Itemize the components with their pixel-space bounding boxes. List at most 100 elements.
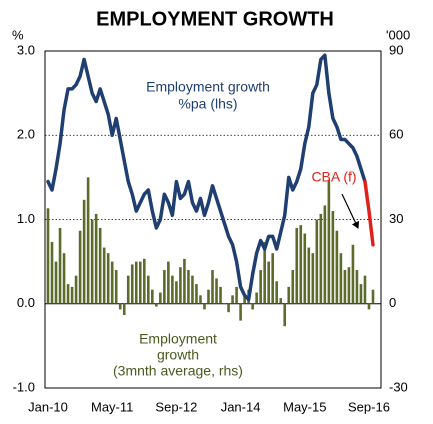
bar	[259, 270, 262, 304]
bar	[151, 289, 154, 304]
bar	[235, 286, 238, 304]
bar	[122, 303, 126, 315]
bar	[343, 270, 347, 304]
line	[363, 179, 375, 247]
bar	[130, 264, 134, 304]
bar	[271, 253, 274, 304]
bar	[303, 233, 307, 304]
annotation-arrow	[341, 193, 360, 229]
y-tick-label: 0.0	[17, 295, 35, 310]
y2-tick-label: 30	[389, 211, 403, 226]
bar	[187, 270, 190, 304]
bar	[86, 177, 90, 304]
bar	[82, 199, 86, 304]
bar	[50, 241, 54, 304]
bar	[110, 261, 114, 304]
bar	[70, 286, 74, 304]
annotation: %pa (lhs)	[178, 96, 237, 112]
bar	[287, 286, 291, 304]
bar	[279, 298, 283, 304]
bar	[98, 227, 102, 304]
bar	[118, 303, 122, 310]
bar	[171, 275, 174, 304]
bar	[283, 303, 287, 327]
annotation: growth	[157, 347, 199, 363]
bar	[359, 284, 363, 304]
x-tick-label: May-11	[91, 399, 133, 414]
bar	[203, 303, 206, 310]
annotation: Employment growth	[146, 79, 270, 95]
annotation: (3mnth average, rhs)	[113, 363, 243, 379]
annotation: CBA (f)	[311, 169, 356, 185]
bar	[147, 275, 150, 304]
bar	[351, 244, 355, 304]
y2-tick-label: 60	[389, 127, 403, 142]
annotation: Employment	[139, 331, 217, 347]
bar	[371, 289, 375, 304]
bar	[295, 227, 299, 304]
y-tick-label: 3.0	[17, 42, 35, 57]
bar	[66, 284, 70, 304]
bar	[167, 261, 170, 304]
x-tick-label: Sep-16	[348, 399, 390, 414]
bar	[195, 284, 198, 304]
chart-title: EMPLOYMENT GROWTH	[96, 8, 334, 30]
bar	[243, 295, 246, 304]
x-tick-label: Jan-10	[28, 399, 68, 414]
bar	[299, 225, 303, 304]
bar	[90, 219, 94, 304]
bar	[175, 281, 178, 304]
bar	[311, 253, 315, 304]
bar	[179, 267, 182, 304]
bar	[54, 261, 58, 304]
bar	[335, 230, 339, 304]
bar	[223, 303, 226, 305]
plot-frame	[44, 50, 382, 389]
bar	[211, 270, 214, 304]
bar	[191, 275, 194, 304]
bar	[291, 270, 295, 304]
bar	[163, 270, 166, 304]
bar	[227, 303, 230, 313]
bar	[207, 289, 210, 304]
bar	[138, 261, 142, 304]
bar	[323, 205, 327, 304]
bar	[263, 241, 266, 304]
x-tick-label: Jan-14	[221, 399, 261, 414]
bar	[355, 270, 359, 304]
bar	[134, 261, 138, 304]
y-tick-label: 1.0	[17, 211, 35, 226]
bar	[94, 213, 98, 304]
bar	[239, 303, 242, 321]
bar	[159, 292, 162, 304]
x-tick-label: May-15	[283, 399, 326, 414]
bar	[78, 230, 82, 304]
bar	[219, 286, 222, 304]
bar	[307, 247, 311, 304]
bar	[255, 292, 258, 304]
x-tick-label: Sep-12	[155, 399, 197, 414]
bar	[142, 258, 146, 304]
line	[46, 53, 367, 302]
y-axis-label: %	[12, 27, 24, 42]
y2-axis-label: '000	[386, 27, 410, 42]
bar	[183, 258, 186, 304]
bar	[327, 180, 331, 304]
bar	[339, 253, 343, 304]
bar	[126, 275, 130, 304]
bar	[215, 278, 218, 304]
bar	[331, 211, 335, 304]
bar	[62, 253, 66, 304]
bar	[319, 213, 323, 304]
bar	[199, 295, 202, 304]
bar	[251, 303, 254, 310]
bar	[347, 267, 351, 304]
y-tick-label: 2.0	[17, 127, 35, 142]
bar	[231, 295, 234, 304]
y-tick-label: -1.0	[13, 379, 35, 394]
bar	[106, 253, 110, 304]
bar	[275, 281, 279, 304]
bar	[363, 275, 367, 304]
bar	[315, 219, 319, 304]
bar	[367, 303, 371, 310]
